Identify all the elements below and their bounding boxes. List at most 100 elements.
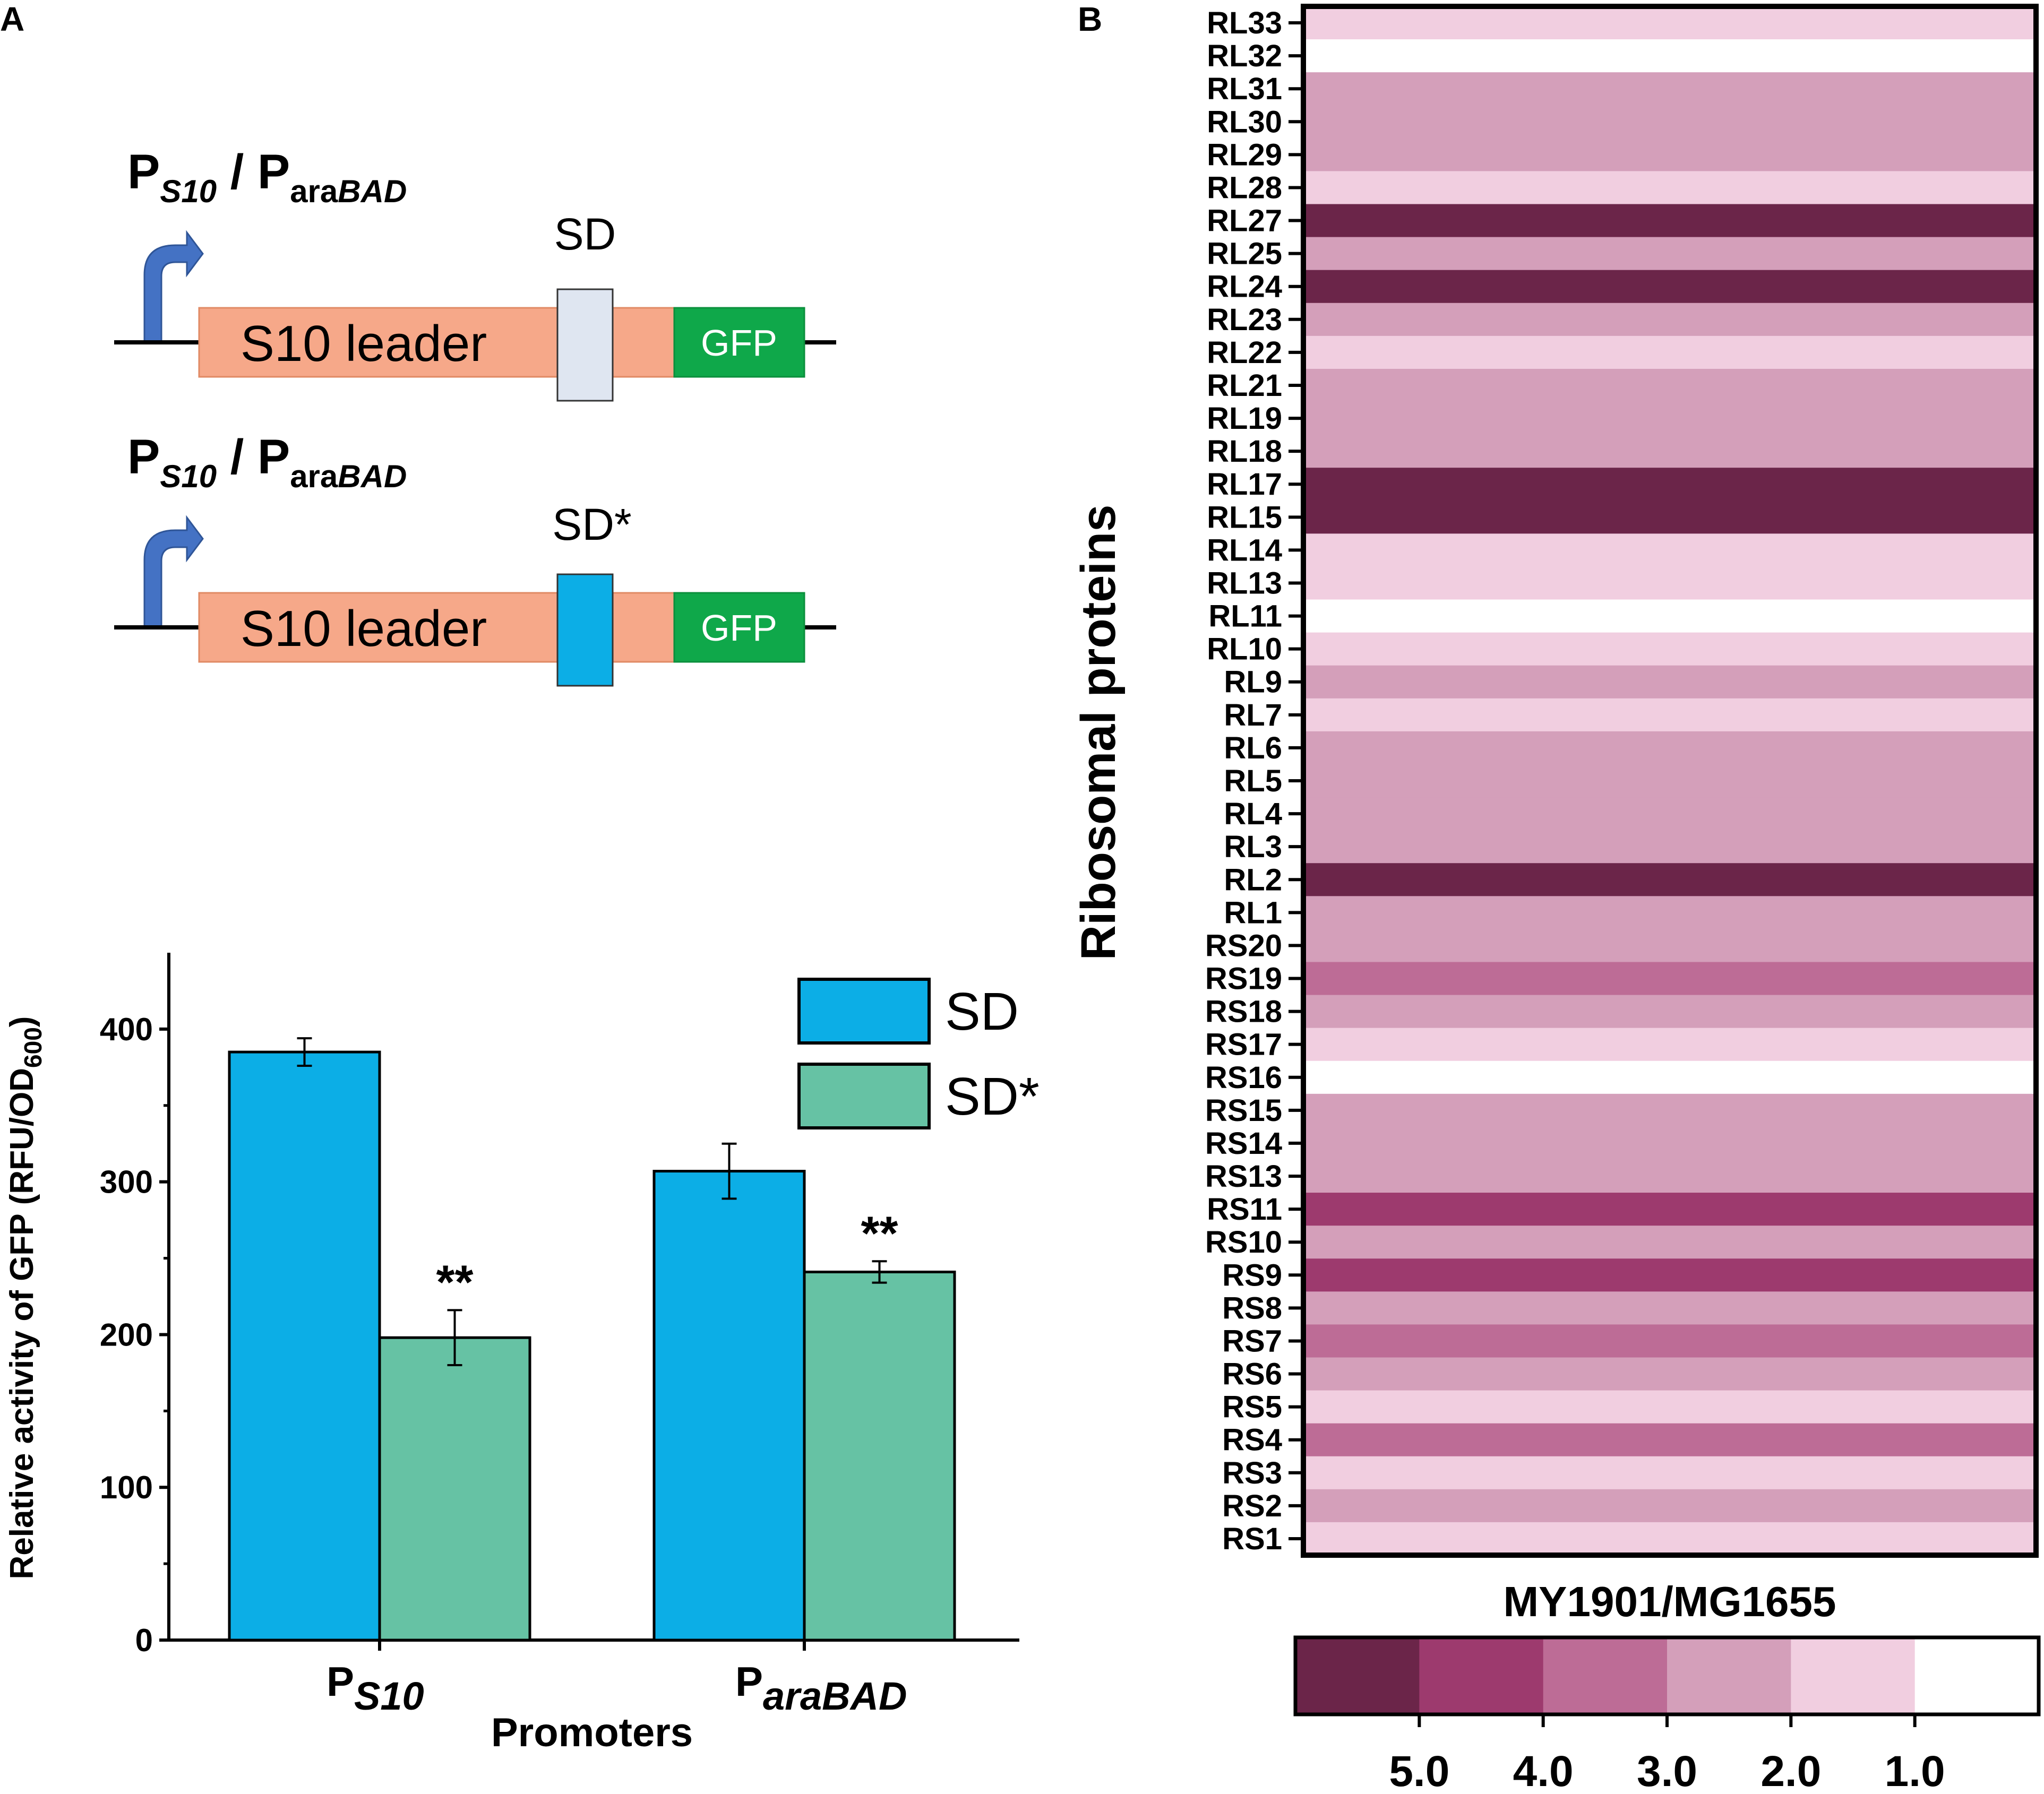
row-label-rs8: RS8 [1222, 1291, 1282, 1325]
panel-a-letter: A [0, 0, 24, 38]
row-label-rl30: RL30 [1207, 105, 1282, 139]
s10-leader-label: S10 leader [241, 315, 487, 372]
heatmap-row-rl3 [1303, 830, 2036, 864]
colorbar-bin-1 [1419, 1637, 1544, 1714]
heatmap-row-rl13 [1303, 566, 2036, 600]
s10-leader-label: S10 leader [241, 600, 487, 657]
row-label-rs6: RS6 [1222, 1357, 1282, 1392]
row-label-rl27: RL27 [1207, 204, 1282, 238]
heatmap-row-rs20 [1303, 929, 2036, 963]
sd-native-label: SD [554, 209, 616, 259]
row-label-rl28: RL28 [1207, 170, 1282, 205]
heatmap-row-rl19 [1303, 402, 2036, 435]
row-label-rl25: RL25 [1207, 237, 1282, 271]
row-label-rl14: RL14 [1207, 533, 1282, 567]
y-label-main: Relative activity of GFP (RFU/OD [4, 1068, 40, 1580]
construct-diagram: PS10 / ParaBAD S10 leader GFP SD PS10 / … [114, 145, 836, 687]
row-label-rl23: RL23 [1207, 303, 1282, 337]
construct-native-sd: PS10 / ParaBAD S10 leader GFP SD [114, 145, 836, 402]
row-label-rl24: RL24 [1207, 270, 1282, 304]
heatmap-y-label: Ribosomal proteins [1071, 505, 1126, 961]
gfp-box [673, 592, 805, 663]
heatmap-row-rl2 [1303, 863, 2036, 896]
y-tick-label: 0 [135, 1623, 153, 1658]
legend-swatch-1 [797, 1063, 931, 1129]
heatmap-row-rs4 [1303, 1423, 2036, 1457]
colorbar-bin-4 [1791, 1637, 1916, 1714]
heatmap-row-rs17 [1303, 1028, 2036, 1062]
heatmap-row-rs10 [1303, 1226, 2036, 1259]
row-label-rs1: RS1 [1222, 1522, 1282, 1556]
sd-mutant-label: SD* [552, 499, 631, 549]
bar-sdstar-1 [803, 1270, 956, 1642]
heatmap-row-rl17 [1303, 468, 2036, 501]
row-label-rl7: RL7 [1224, 698, 1282, 732]
bar-sd-1 [652, 1170, 806, 1642]
row-label-rl21: RL21 [1207, 368, 1282, 403]
legend-swatch-0 [797, 978, 931, 1045]
row-label-rl1: RL1 [1224, 895, 1282, 930]
colorbar-tick-label: 3.0 [1637, 1747, 1697, 1794]
heatmap-row-rl9 [1303, 665, 2036, 699]
y-tick-label: 200 [100, 1317, 153, 1352]
colorbar-tick-label: 5.0 [1389, 1747, 1449, 1794]
panel-b-letter: B [1078, 0, 1102, 38]
heatmap-row-rl6 [1303, 731, 2036, 765]
heatmap-row-rl18 [1303, 435, 2036, 468]
y-tick-label: 100 [100, 1470, 153, 1505]
heatmap-row-rl28 [1303, 171, 2036, 205]
gfp-label: GFP [701, 322, 777, 364]
row-label-rs9: RS9 [1222, 1258, 1282, 1292]
heatmap-row-rl5 [1303, 764, 2036, 798]
heatmap-row-rs6 [1303, 1357, 2036, 1391]
heatmap: B RL33RL32RL31RL30RL29RL28RL27RL25RL24RL2… [1071, 0, 2041, 1794]
row-label-rl2: RL2 [1224, 862, 1282, 897]
heatmap-row-rs14 [1303, 1126, 2036, 1160]
row-label-rs4: RS4 [1222, 1423, 1282, 1457]
heatmap-row-rs11 [1303, 1193, 2036, 1226]
row-label-rs5: RS5 [1222, 1390, 1282, 1425]
heatmap-row-rl22 [1303, 335, 2036, 369]
row-label-rl22: RL22 [1207, 335, 1282, 370]
row-label-rs11: RS11 [1207, 1192, 1282, 1227]
colorbar-bin-0 [1295, 1637, 1420, 1714]
heatmap-row-rl1 [1303, 896, 2036, 929]
row-label-rl19: RL19 [1207, 401, 1282, 436]
heatmap-row-rl24 [1303, 270, 2036, 304]
heatmap-row-rs2 [1303, 1489, 2036, 1523]
row-label-rl31: RL31 [1207, 72, 1282, 106]
row-label-rs15: RS15 [1205, 1093, 1282, 1128]
x-category-label: ParaBAD [735, 1658, 907, 1718]
heatmap-frame [1301, 4, 2039, 1558]
heatmap-row-rl23 [1303, 303, 2036, 337]
row-label-rs3: RS3 [1222, 1456, 1282, 1490]
colorbar-tick-label: 1.0 [1885, 1747, 1945, 1794]
colorbar-bin-5 [1914, 1637, 2039, 1714]
row-label-rl6: RL6 [1224, 731, 1282, 765]
bar-sdstar-0 [378, 1336, 531, 1642]
row-label-rl32: RL32 [1207, 39, 1282, 73]
sd-native-box [556, 288, 614, 402]
row-label-rs13: RS13 [1205, 1159, 1282, 1194]
category-sub: S10 [354, 1674, 424, 1718]
heatmap-row-rl29 [1303, 138, 2036, 172]
category-sub: araBAD [763, 1674, 907, 1718]
row-label-rl3: RL3 [1224, 830, 1282, 864]
significance-marker: ** [436, 1256, 473, 1309]
y-tick-label: 400 [100, 1012, 153, 1047]
category-main: P [327, 1658, 354, 1705]
row-label-rl29: RL29 [1207, 137, 1282, 172]
heatmap-row-rl11 [1303, 599, 2036, 633]
heatmap-row-rl10 [1303, 632, 2036, 666]
heatmap-row-rs3 [1303, 1456, 2036, 1490]
heatmap-row-rs15 [1303, 1093, 2036, 1127]
heatmap-row-rl32 [1303, 39, 2036, 73]
row-label-rl11: RL11 [1208, 599, 1282, 634]
row-label-rl13: RL13 [1207, 566, 1282, 600]
row-label-rs2: RS2 [1222, 1489, 1282, 1523]
row-label-rs14: RS14 [1205, 1126, 1282, 1161]
heatmap-row-rl30 [1303, 105, 2036, 139]
colorbar-tick-label: 2.0 [1760, 1747, 1821, 1794]
heatmap-title: MY1901/MG1655 [1503, 1578, 1836, 1625]
